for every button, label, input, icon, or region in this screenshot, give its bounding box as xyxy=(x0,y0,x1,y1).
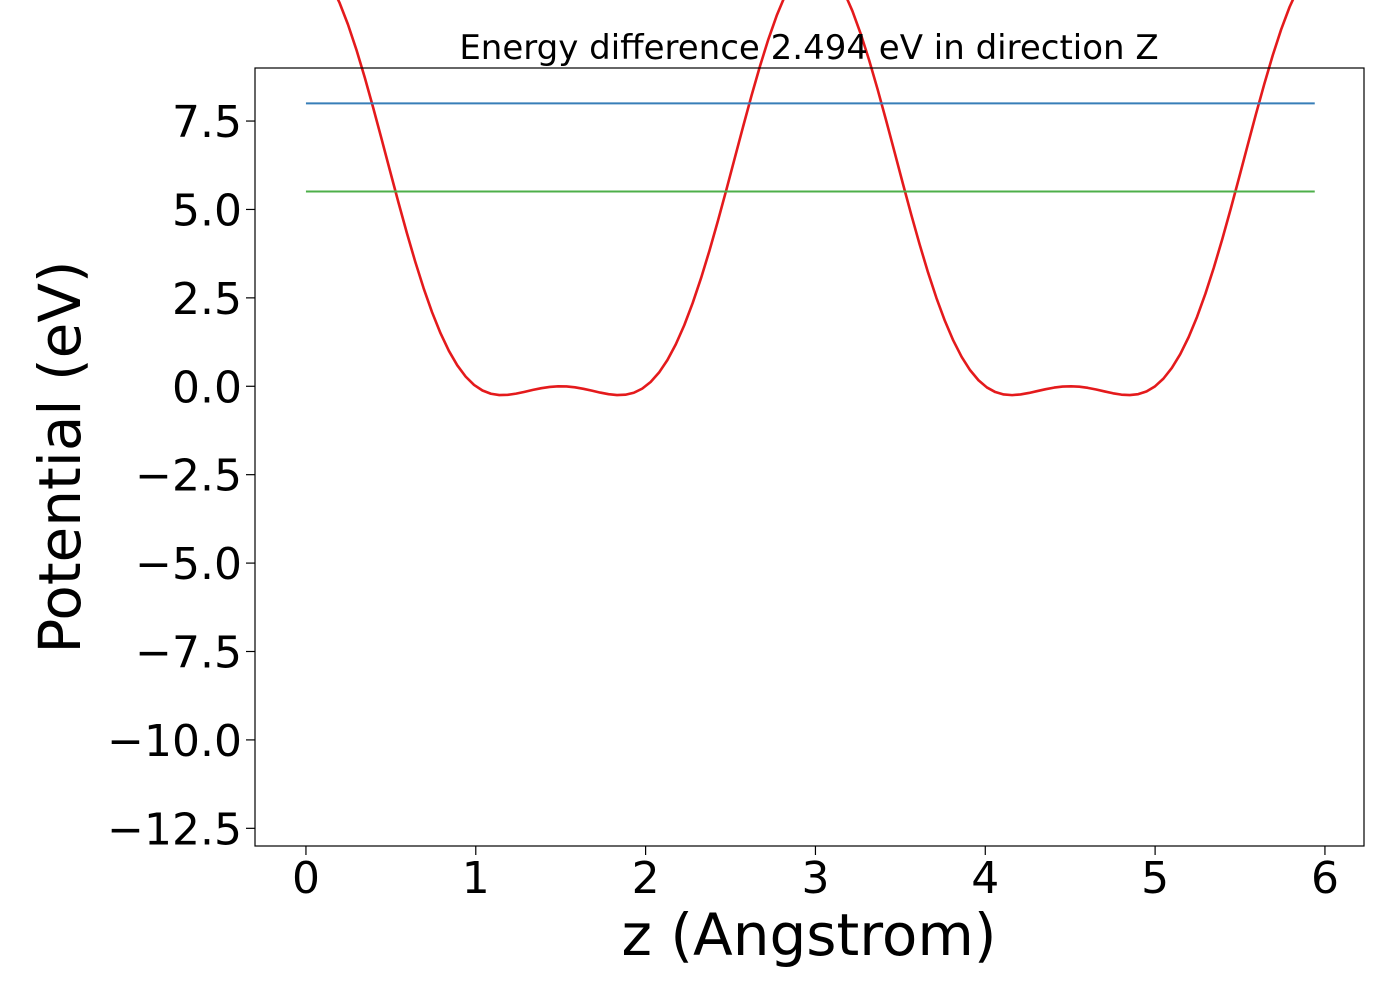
y-tick-label: −10.0 xyxy=(107,716,242,767)
y-axis-ticks: 7.5 5.0 2.5 0.0 −2.5 −5.0 −7.5 −10.0 −12.5 xyxy=(107,97,255,855)
x-tick-label: 6 xyxy=(1311,853,1339,904)
y-axis-label: Potential (eV) xyxy=(26,260,94,653)
x-tick-label: 3 xyxy=(801,853,829,904)
y-tick-label: −2.5 xyxy=(135,451,242,502)
x-axis-ticks: 0 1 2 3 4 5 6 xyxy=(292,846,1339,904)
x-tick-label: 5 xyxy=(1141,853,1169,904)
series-line-0 xyxy=(336,0,1295,397)
x-tick-label: 2 xyxy=(632,853,660,904)
y-tick-label: 7.5 xyxy=(172,97,242,148)
y-tick-label: 0.0 xyxy=(172,362,242,413)
y-tick-label: 5.0 xyxy=(172,185,242,236)
series-layer xyxy=(305,0,1315,397)
plot-frame xyxy=(254,67,1365,847)
y-tick-label: −12.5 xyxy=(107,804,242,855)
y-tick-label: 2.5 xyxy=(172,274,242,325)
x-tick-label: 0 xyxy=(292,853,320,904)
y-tick-label: −7.5 xyxy=(135,628,242,679)
y-tick-label: −5.0 xyxy=(135,539,242,590)
x-tick-label: 4 xyxy=(971,853,999,904)
x-axis-label: z (Angstrom) xyxy=(622,901,997,969)
x-tick-label: 1 xyxy=(462,853,490,904)
chart-title: Energy difference 2.494 eV in direction … xyxy=(459,28,1158,68)
